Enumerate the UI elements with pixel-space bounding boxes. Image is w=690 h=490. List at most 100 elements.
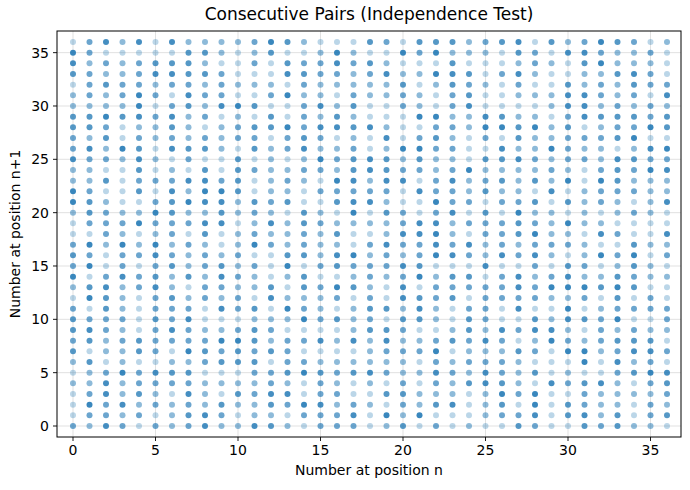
scatter-point — [516, 242, 522, 248]
x-tick-label: 25 — [477, 442, 495, 458]
scatter-point — [70, 252, 76, 258]
scatter-point — [367, 412, 373, 418]
scatter-point — [268, 167, 274, 173]
scatter-point — [582, 412, 588, 418]
scatter-point — [87, 167, 93, 173]
scatter-point — [202, 274, 208, 280]
scatter-point — [450, 178, 456, 184]
scatter-point — [565, 412, 571, 418]
scatter-point — [400, 220, 406, 226]
scatter-point — [648, 412, 654, 418]
scatter-point — [153, 338, 159, 344]
scatter-point — [268, 188, 274, 194]
scatter-point — [285, 50, 291, 56]
scatter-point — [252, 210, 258, 216]
scatter-point — [318, 423, 324, 429]
scatter-point — [235, 199, 241, 205]
scatter-point — [301, 284, 307, 290]
scatter-point — [268, 402, 274, 408]
scatter-point — [285, 274, 291, 280]
scatter-point — [582, 167, 588, 173]
scatter-point — [648, 231, 654, 237]
scatter-point — [565, 167, 571, 173]
scatter-point — [153, 82, 159, 88]
scatter-point — [499, 284, 505, 290]
scatter-point — [153, 178, 159, 184]
scatter-point — [285, 167, 291, 173]
scatter-point — [384, 380, 390, 386]
scatter-point — [450, 242, 456, 248]
scatter-point — [433, 103, 439, 109]
scatter-point — [483, 199, 489, 205]
scatter-point — [615, 263, 621, 269]
scatter-point — [384, 50, 390, 56]
scatter-point — [598, 306, 604, 312]
scatter-point — [153, 50, 159, 56]
scatter-point — [549, 412, 555, 418]
scatter-point — [549, 220, 555, 226]
scatter-point — [549, 306, 555, 312]
scatter-point — [499, 71, 505, 77]
scatter-point — [565, 263, 571, 269]
scatter-point — [664, 156, 670, 162]
scatter-point — [400, 156, 406, 162]
scatter-point — [268, 274, 274, 280]
scatter-point — [202, 71, 208, 77]
scatter-point — [334, 60, 340, 66]
scatter-point — [433, 306, 439, 312]
scatter-point — [235, 124, 241, 130]
scatter-point — [153, 306, 159, 312]
scatter-point — [400, 274, 406, 280]
scatter-point — [87, 156, 93, 162]
scatter-point — [169, 274, 175, 280]
scatter-point — [565, 252, 571, 258]
scatter-point — [301, 124, 307, 130]
scatter-point — [219, 348, 225, 354]
scatter-point — [450, 423, 456, 429]
scatter-point — [252, 423, 258, 429]
scatter-point — [252, 327, 258, 333]
scatter-point — [351, 135, 357, 141]
scatter-point — [351, 82, 357, 88]
scatter-point — [103, 114, 109, 120]
scatter-point — [219, 391, 225, 397]
scatter-point — [582, 188, 588, 194]
scatter-point — [367, 39, 373, 45]
scatter-point — [252, 124, 258, 130]
scatter-point — [664, 103, 670, 109]
scatter-point — [648, 380, 654, 386]
scatter-point — [219, 199, 225, 205]
scatter-point — [466, 178, 472, 184]
scatter-point — [70, 124, 76, 130]
scatter-point — [417, 124, 423, 130]
scatter-point — [318, 359, 324, 365]
scatter-point — [136, 391, 142, 397]
scatter-point — [186, 380, 192, 386]
scatter-point — [367, 135, 373, 141]
scatter-point — [318, 210, 324, 216]
scatter-point — [169, 114, 175, 120]
scatter-point — [219, 146, 225, 152]
scatter-point — [532, 156, 538, 162]
scatter-point — [153, 199, 159, 205]
scatter-point — [268, 231, 274, 237]
scatter-point — [549, 359, 555, 365]
scatter-point — [318, 178, 324, 184]
scatter-point — [664, 370, 670, 376]
scatter-point — [400, 295, 406, 301]
scatter-point — [450, 114, 456, 120]
scatter-point — [169, 210, 175, 216]
scatter-point — [400, 178, 406, 184]
scatter-point — [450, 135, 456, 141]
scatter-point — [169, 156, 175, 162]
scatter-point — [334, 71, 340, 77]
scatter-point — [483, 178, 489, 184]
scatter-point — [334, 359, 340, 365]
scatter-point — [301, 370, 307, 376]
scatter-point — [598, 82, 604, 88]
scatter-point — [70, 114, 76, 120]
scatter-point — [301, 423, 307, 429]
scatter-point — [466, 242, 472, 248]
scatter-point — [483, 124, 489, 130]
scatter-point — [186, 188, 192, 194]
